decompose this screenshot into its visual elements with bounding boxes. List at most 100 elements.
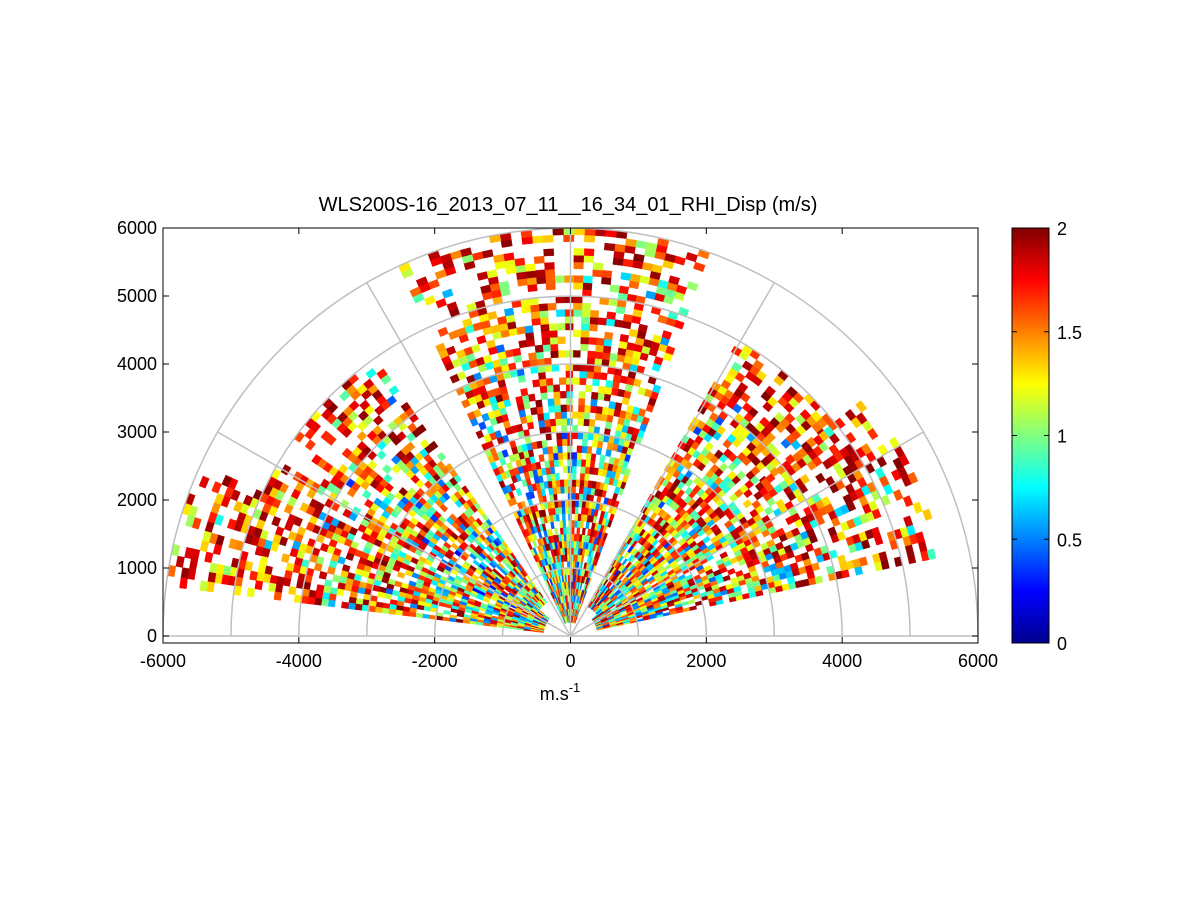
data-cell: [360, 532, 371, 542]
y-tick-label: 3000: [117, 422, 157, 442]
data-cell: [574, 513, 579, 521]
data-cell: [538, 454, 545, 463]
data-cell: [605, 318, 616, 327]
data-cell: [583, 234, 596, 243]
data-cell: [578, 493, 584, 501]
data-cell: [628, 328, 639, 338]
data-cell: [566, 540, 570, 548]
data-cell: [526, 338, 536, 348]
data-cell: [592, 378, 600, 387]
data-cell: [571, 492, 576, 501]
y-tick-label: 2000: [117, 490, 157, 510]
data-cell: [560, 418, 568, 426]
data-cell: [566, 438, 573, 446]
data-cell: [391, 454, 401, 465]
data-cell: [339, 390, 351, 402]
data-cell: [530, 310, 541, 320]
data-cell: [574, 499, 580, 508]
data-cell: [735, 569, 744, 578]
x-tick-label: 6000: [958, 651, 998, 671]
data-cell: [731, 361, 743, 373]
colorbar-tick-label: 1: [1057, 427, 1067, 447]
data-cell: [532, 379, 541, 388]
data-cell: [622, 258, 634, 268]
data-cell: [604, 331, 614, 340]
data-cell: [575, 479, 581, 487]
data-cell: [580, 336, 589, 345]
data-cell: [570, 547, 574, 555]
data-cell: [315, 590, 324, 600]
data-cell: [556, 438, 563, 447]
data-cell: [878, 551, 888, 562]
data-cell: [629, 273, 641, 283]
data-cell: [580, 343, 589, 352]
data-cell: [603, 338, 613, 347]
y-axis: 0 1000 2000 3000 4000 5000 6000: [117, 218, 978, 646]
data-cell: [871, 526, 881, 538]
data-cell: [686, 537, 695, 546]
data-cell: [580, 459, 587, 467]
data-cell: [912, 501, 923, 514]
data-cell: [618, 285, 630, 295]
data-cell: [314, 597, 323, 606]
data-cell: [564, 506, 569, 514]
data-cell: [547, 452, 554, 461]
data-cell: [561, 424, 568, 433]
data-cell: [321, 592, 330, 601]
data-cell: [576, 452, 582, 460]
data-cell: [591, 439, 599, 448]
data-cell: [525, 270, 537, 279]
data-cell: [597, 392, 605, 401]
data-cell: [356, 430, 368, 442]
data-cell: [207, 571, 217, 583]
data-cell: [572, 377, 580, 385]
x-tick-label: -2000: [412, 651, 458, 671]
data-cell: [902, 495, 914, 508]
colorbar-tick-label: 1.5: [1057, 323, 1082, 343]
data-cell: [702, 524, 711, 533]
data-cell: [860, 443, 872, 456]
data-cell: [581, 316, 591, 325]
data-cell: [685, 252, 698, 263]
data-cell: [686, 281, 699, 292]
data-cell: [651, 334, 663, 344]
data-cell: [588, 323, 598, 332]
data-cell: [580, 329, 590, 338]
data-cell: [526, 421, 535, 430]
data-cell: [573, 248, 585, 256]
data-cell: [604, 421, 613, 430]
data-cell: [571, 540, 575, 548]
data-cell: [204, 551, 214, 564]
data-cell: [661, 330, 673, 340]
data-cell: [226, 518, 237, 530]
data-cell: [603, 393, 612, 402]
data-cell: [540, 330, 550, 339]
data-cell: [559, 390, 567, 399]
data-cell: [543, 248, 555, 257]
data-cell: [546, 384, 554, 393]
data-cell: [351, 446, 363, 458]
data-cell: [594, 412, 602, 421]
data-cell: [599, 372, 608, 381]
data-cell: [287, 496, 298, 507]
data-cell: [582, 289, 592, 297]
data-cell: [537, 371, 547, 380]
data-cell: [571, 452, 578, 460]
data-cell: [579, 377, 587, 386]
data-cell: [571, 465, 577, 474]
data-cell: [563, 486, 569, 494]
data-cell: [892, 489, 904, 501]
data-cell: [542, 446, 549, 455]
data-cell: [573, 309, 583, 317]
data-cell: [461, 398, 471, 409]
data-cell: [590, 398, 598, 407]
data-cell: [543, 419, 551, 428]
data-cell: [354, 603, 363, 611]
polar-grid: [163, 228, 978, 637]
data-cell: [759, 416, 770, 428]
data-cell: [572, 363, 581, 372]
data-cell: [524, 325, 534, 334]
data-cell: [802, 443, 814, 455]
data-cell: [318, 571, 328, 580]
data-cell: [713, 449, 724, 460]
